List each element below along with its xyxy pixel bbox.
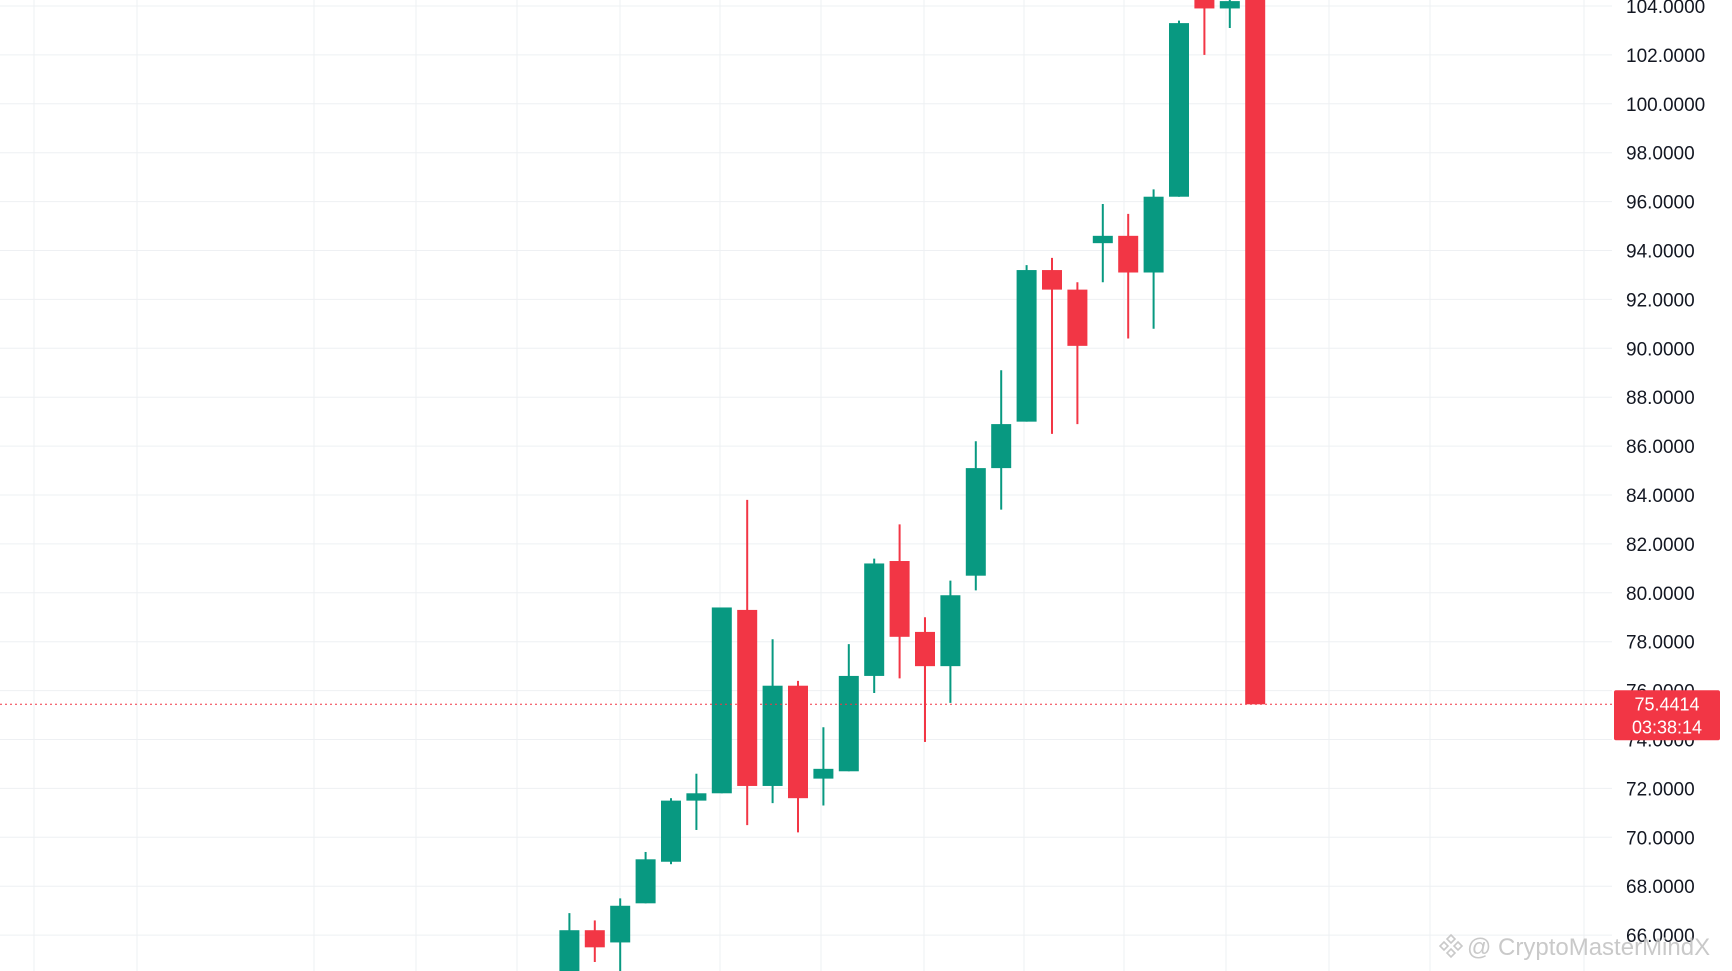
candle-body (915, 631, 935, 667)
candle-body (635, 859, 656, 904)
candle (864, 558, 885, 694)
candle (737, 499, 758, 826)
candle-body (788, 685, 808, 799)
candle-body (1042, 270, 1062, 290)
price-axis-tick-label: 78.0000 (1626, 633, 1695, 654)
candle-body (1067, 289, 1088, 346)
candle-body (1245, 0, 1266, 705)
candle-body (889, 561, 910, 637)
last-price-tag: 75.4414 03:38:14 (1614, 690, 1720, 741)
candle-countdown: 03:38:14 (1632, 717, 1702, 737)
candle-body (762, 685, 783, 786)
candle-body (686, 793, 707, 801)
price-axis-tick-label: 98.0000 (1626, 144, 1695, 165)
candle (1016, 265, 1037, 422)
candle-body (838, 675, 859, 772)
candle-body (1169, 23, 1189, 197)
candle (762, 639, 783, 804)
candle (559, 913, 580, 971)
last-price-value: 75.4414 (1634, 694, 1699, 714)
candle (788, 680, 808, 833)
candle-body (813, 768, 834, 779)
price-axis-tick-label: 92.0000 (1626, 290, 1695, 311)
candle-body (965, 468, 986, 576)
candle-body (737, 609, 758, 786)
candle-body (1219, 1, 1240, 9)
candle (838, 644, 859, 772)
candle-body (1118, 235, 1139, 273)
candle-body (711, 607, 732, 794)
candle-body (1016, 270, 1037, 422)
grid (0, 0, 1612, 971)
price-axis[interactable]: 104.0000 102.0000 100.0000 98.0000 96.0000 94… (1626, 0, 1705, 947)
candle (635, 851, 656, 904)
price-axis-tick-label: 82.0000 (1626, 535, 1695, 556)
candle-body (1092, 235, 1113, 244)
candle (584, 920, 605, 962)
candle (915, 617, 935, 742)
last-price-tag-background (1614, 690, 1720, 741)
price-axis-tick-label: 80.0000 (1626, 584, 1695, 605)
candle (889, 524, 910, 679)
candle (813, 727, 834, 806)
candle-body (940, 595, 961, 667)
price-axis-tick-label: 72.0000 (1626, 779, 1695, 800)
price-axis-tick-label: 70.0000 (1626, 828, 1695, 849)
candle (1042, 257, 1062, 434)
candle (686, 773, 707, 830)
candle-body (559, 930, 580, 971)
candle (1245, 0, 1266, 705)
price-axis-tick-label: 88.0000 (1626, 388, 1695, 409)
candle (610, 898, 631, 971)
watermark-text: @ CryptoMasterMindX (1467, 934, 1710, 961)
candle (1118, 213, 1139, 339)
candle (940, 580, 961, 703)
candle-body (1143, 196, 1164, 273)
candle (1143, 189, 1164, 329)
candle (711, 607, 732, 794)
price-axis-tick-label: 102.0000 (1626, 46, 1705, 67)
candle (1194, 0, 1215, 55)
candle (1169, 20, 1189, 197)
price-axis-tick-label: 94.0000 (1626, 242, 1695, 263)
candle-body (610, 905, 631, 943)
candle (1067, 282, 1088, 425)
candle (661, 798, 681, 865)
candles (559, 0, 1266, 971)
watermark: @ CryptoMasterMindX (1438, 933, 1710, 961)
price-axis-tick-label: 96.0000 (1626, 193, 1695, 214)
candle (991, 370, 1012, 510)
price-axis-tick-label: 68.0000 (1626, 877, 1695, 898)
candle-body (1194, 0, 1215, 9)
candle-body (864, 563, 885, 676)
price-axis-tick-label: 100.0000 (1626, 95, 1705, 116)
candle-body (991, 424, 1012, 469)
candle-body (661, 800, 681, 862)
price-axis-tick-label: 86.0000 (1626, 437, 1695, 458)
candle (1092, 204, 1113, 283)
price-axis-tick-label: 66.0000 (1626, 926, 1695, 947)
price-axis-tick-label: 90.0000 (1626, 339, 1695, 360)
price-axis-tick-label: 104.0000 (1626, 0, 1705, 18)
candle (965, 441, 986, 591)
price-axis-tick-label: 84.0000 (1626, 486, 1695, 507)
candle (1219, 0, 1240, 29)
binance-logo-icon (1438, 933, 1464, 959)
candle-body (584, 930, 605, 948)
